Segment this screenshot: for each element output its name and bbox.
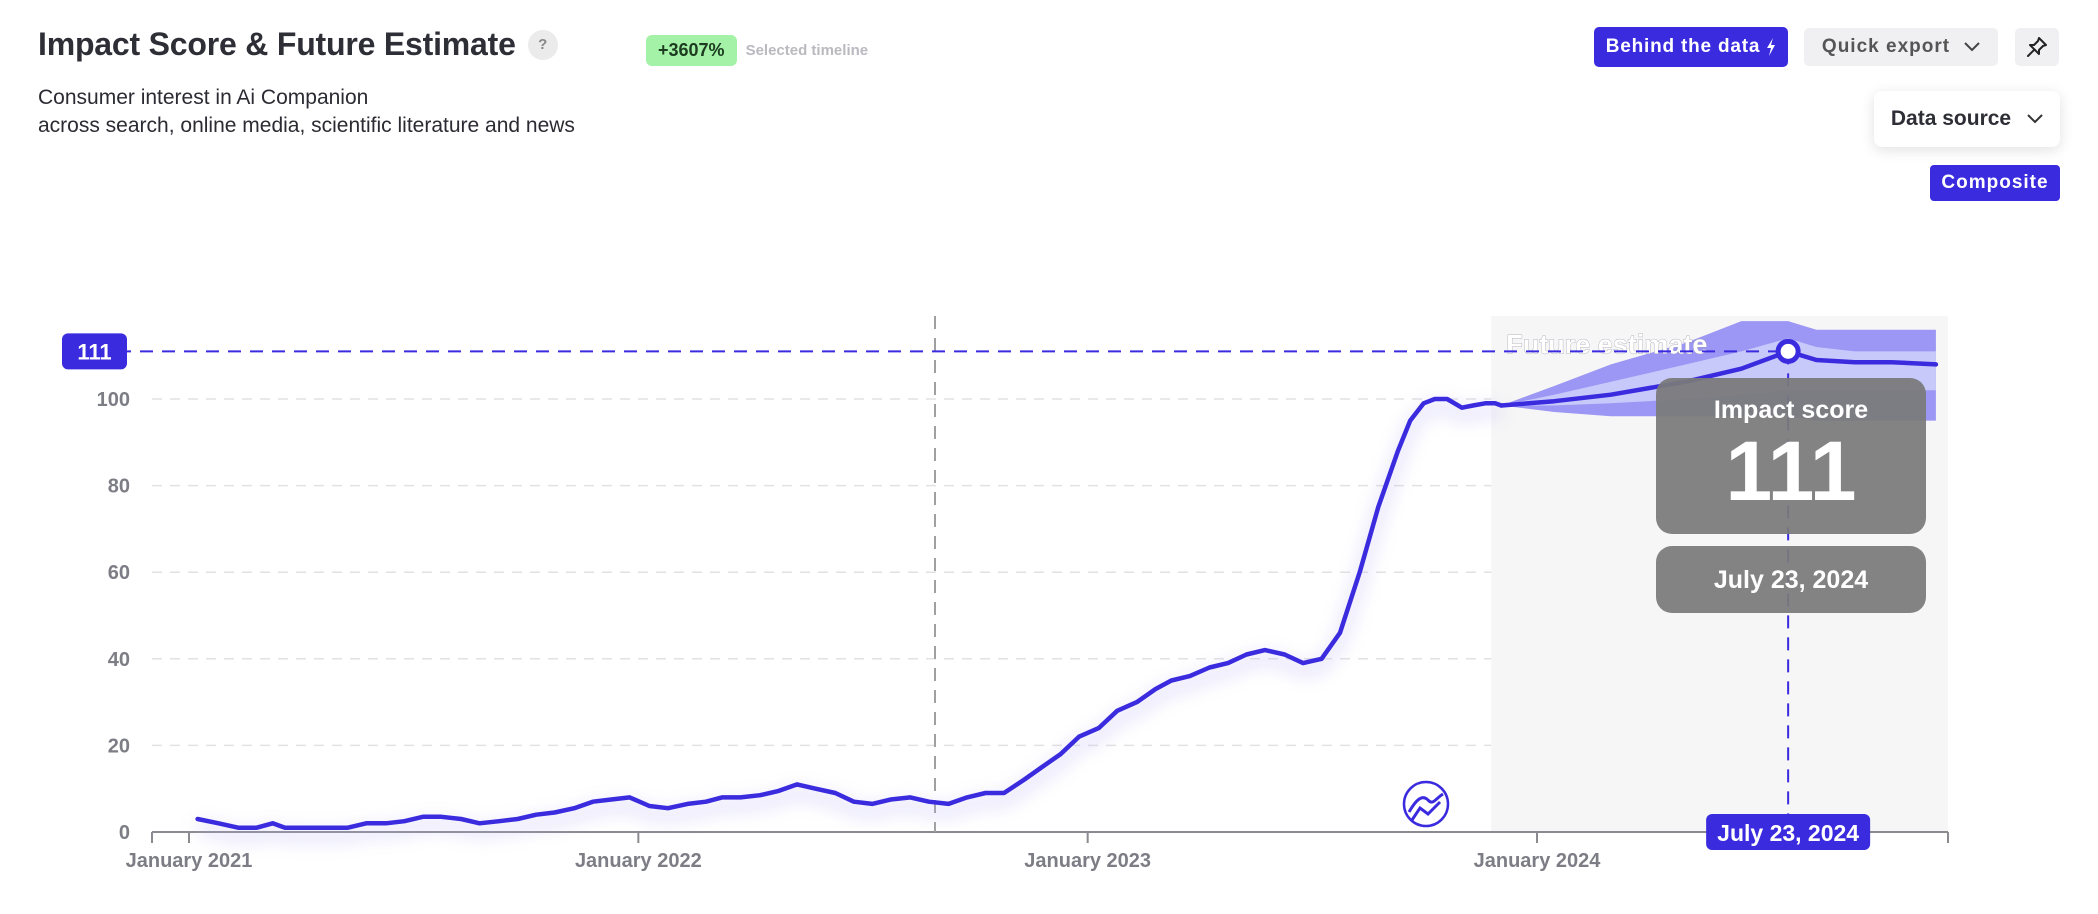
event-marker-ring xyxy=(1402,780,1450,828)
x-tick-label: January 2021 xyxy=(126,850,253,872)
growth-indicator: +3607% Selected timeline xyxy=(646,35,868,66)
hover-point xyxy=(1775,338,1801,364)
subtitle-line-2: across search, online media, scientific … xyxy=(38,114,575,137)
chevron-down-icon xyxy=(2027,114,2043,124)
lightning-icon xyxy=(1767,38,1776,56)
event-marker-icon xyxy=(1402,780,1450,828)
page-subtitle: Consumer interest in Ai Companion across… xyxy=(38,84,575,140)
pin-button[interactable] xyxy=(2015,28,2059,66)
tooltip-date: July 23, 2024 xyxy=(1714,566,1868,594)
chevron-down-icon xyxy=(1964,42,1980,52)
pin-icon xyxy=(2027,37,2047,57)
y-marker-badge xyxy=(62,333,127,370)
quick-export-label: Quick export xyxy=(1821,36,1951,57)
series-line-future-estimate xyxy=(1499,349,1939,408)
growth-badge: +3607% xyxy=(646,35,737,66)
cursor-date-badge xyxy=(1706,814,1871,850)
y-tick-label: 100 xyxy=(97,389,130,411)
tooltip-title: Impact score xyxy=(1714,396,1868,424)
page-title: Impact Score & Future Estimate xyxy=(38,26,516,62)
future-estimate-label: Future estimate xyxy=(1506,330,1707,360)
quick-export-button[interactable]: Quick export xyxy=(1804,28,1998,66)
tooltip-date-card xyxy=(1656,546,1926,613)
x-tick-label: January 2024 xyxy=(1474,850,1602,872)
series-line-impact-score xyxy=(195,396,1504,830)
help-icon[interactable]: ? xyxy=(527,29,558,60)
x-tick-label: January 2022 xyxy=(575,850,702,872)
tooltip-value: 111 xyxy=(1726,424,1857,518)
behind-the-data-button[interactable]: Behind the data xyxy=(1594,27,1788,67)
event-marker-wave xyxy=(1407,792,1444,813)
y-marker-label: 111 xyxy=(77,339,111,364)
data-source-label: Data source xyxy=(1890,107,2012,130)
cursor-date-label: July 23, 2024 xyxy=(1717,820,1859,846)
series-shadow xyxy=(196,402,1503,841)
title-row: Impact Score & Future Estimate ? xyxy=(38,26,558,63)
event-marker-trend xyxy=(1410,800,1442,821)
data-source-value-badge[interactable]: Composite xyxy=(1930,165,2060,201)
subtitle-line-1: Consumer interest in Ai Companion xyxy=(38,86,369,109)
growth-caption: Selected timeline xyxy=(745,42,869,59)
data-source-dropdown[interactable]: Data source xyxy=(1874,91,2060,147)
behind-the-data-label: Behind the data xyxy=(1605,36,1761,57)
y-tick-label: 0 xyxy=(119,822,130,844)
y-tick-label: 20 xyxy=(108,735,130,757)
y-tick-label: 60 xyxy=(108,562,130,584)
x-tick-label: January 2023 xyxy=(1024,850,1151,872)
y-tick-label: 80 xyxy=(108,476,130,498)
y-tick-label: 40 xyxy=(108,649,130,671)
tooltip-card xyxy=(1656,378,1926,534)
